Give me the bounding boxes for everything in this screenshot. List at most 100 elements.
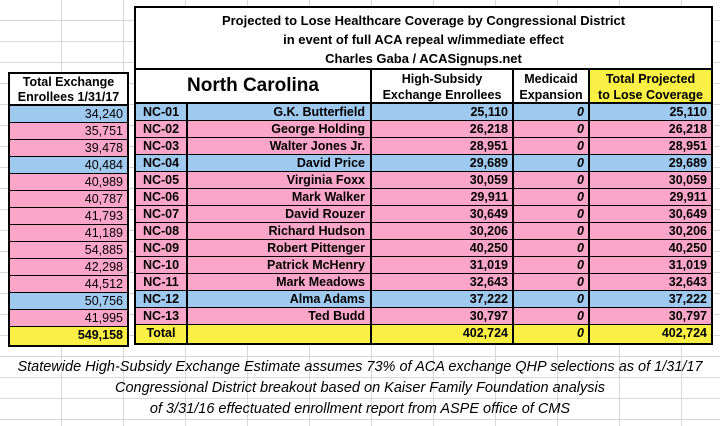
total-high-subsidy-cell: 402,724	[370, 325, 512, 343]
total-exchange-row: 41,793	[10, 208, 127, 225]
total-projected-cell: 30,797	[588, 308, 711, 324]
district-row: NC-12 Alma Adams 37,222 0 37,222	[136, 291, 711, 308]
district-cell: NC-07	[142, 207, 180, 221]
district-cell: NC-12	[142, 292, 180, 306]
district-cell: NC-01	[142, 105, 180, 119]
representative-name-cell: Virginia Foxx	[186, 172, 370, 188]
total-exchange-row: 41,189	[10, 225, 127, 242]
total-exchange-cell: 40,787	[84, 192, 123, 206]
total-exchange-enrollees-table: Total Exchange Enrollees 1/31/17 34,240 3…	[8, 72, 129, 347]
total-exchange-row: 34,240	[10, 106, 127, 123]
total-exchange-cell: 44,512	[84, 277, 123, 291]
representative-name-cell: Robert Pittenger	[186, 240, 370, 256]
main-table-rows: NC-01 G.K. Butterfield 25,110 0 25,110 NC-02 G…	[136, 104, 711, 325]
total-row-label: Total	[146, 326, 176, 340]
medicaid-expansion-cell: 0	[512, 257, 588, 273]
high-subsidy-header-line2: Exchange Enrollees	[382, 88, 502, 102]
medicaid-expansion-cell: 0	[512, 172, 588, 188]
high-subsidy-cell: 28,951	[370, 138, 512, 154]
total-projected-cell: 29,911	[588, 189, 711, 205]
representative-name-cell: Alma Adams	[186, 291, 370, 307]
high-subsidy-cell: 37,222	[370, 291, 512, 307]
district-cell: NC-05	[142, 173, 180, 187]
district-cell: NC-06	[142, 190, 180, 204]
left-table-header-line2: Enrollees 1/31/17	[17, 90, 120, 104]
district-cell: NC-04	[142, 156, 180, 170]
representative-name-cell: Mark Walker	[186, 189, 370, 205]
district-cell: NC-02	[142, 122, 180, 136]
total-projected-cell: 30,206	[588, 223, 711, 239]
district-row: NC-03 Walter Jones Jr. 28,951 0 28,951	[136, 138, 711, 155]
total-exchange-row: 41,995	[10, 310, 127, 327]
medicaid-expansion-cell: 0	[512, 104, 588, 120]
column-header-row: North Carolina High-Subsidy Exchange Enr…	[136, 70, 711, 104]
left-table-header: Total Exchange Enrollees 1/31/17	[10, 74, 127, 106]
district-cell: NC-08	[142, 224, 180, 238]
high-subsidy-cell: 30,206	[370, 223, 512, 239]
left-table-total-row: 549,158	[10, 327, 127, 345]
high-subsidy-cell: 31,019	[370, 257, 512, 273]
high-subsidy-cell: 30,797	[370, 308, 512, 324]
total-projected-cell: 30,649	[588, 206, 711, 222]
total-projected-header-line2: to Lose Coverage	[598, 88, 703, 102]
representative-name-cell: David Rouzer	[186, 206, 370, 222]
district-row: NC-05 Virginia Foxx 30,059 0 30,059	[136, 172, 711, 189]
medicaid-expansion-cell: 0	[512, 223, 588, 239]
total-projected-cell: 402,724	[588, 325, 711, 343]
table-title-line1: Projected to Lose Healthcare Coverage by…	[221, 13, 626, 28]
medicaid-expansion-cell: 0	[512, 189, 588, 205]
district-row: NC-11 Mark Meadows 32,643 0 32,643	[136, 274, 711, 291]
representative-name-cell: Walter Jones Jr.	[186, 138, 370, 154]
district-cell: NC-03	[142, 139, 180, 153]
medicaid-expansion-cell: 0	[512, 206, 588, 222]
total-exchange-row: 39,478	[10, 140, 127, 157]
medicaid-expansion-cell: 0	[512, 291, 588, 307]
medicaid-expansion-cell: 0	[512, 121, 588, 137]
representative-name-cell: David Price	[186, 155, 370, 171]
medicaid-expansion-cell: 0	[512, 155, 588, 171]
medicaid-expansion-cell: 0	[512, 138, 588, 154]
high-subsidy-cell: 26,218	[370, 121, 512, 137]
total-exchange-cell: 42,298	[84, 260, 123, 274]
total-projected-header-line1: Total Projected	[605, 72, 696, 86]
total-projected-cell: 25,110	[588, 104, 711, 120]
representative-name-cell: Mark Meadows	[186, 274, 370, 290]
total-projected-cell: 40,250	[588, 240, 711, 256]
district-cell: NC-13	[142, 309, 180, 323]
total-row-spacer	[186, 325, 370, 343]
total-exchange-cell: 54,885	[84, 243, 123, 257]
total-exchange-row: 40,484	[10, 157, 127, 174]
representative-name-cell: George Holding	[186, 121, 370, 137]
total-projected-cell: 32,643	[588, 274, 711, 290]
total-projected-cell: 31,019	[588, 257, 711, 273]
total-exchange-row: 50,756	[10, 293, 127, 310]
total-projected-cell: 28,951	[588, 138, 711, 154]
medicaid-column-header: Medicaid Expansion	[512, 70, 588, 102]
total-exchange-cell: 40,989	[84, 175, 123, 189]
footnote-line3: of 3/31/16 effectuated enrollment report…	[149, 401, 571, 417]
medicaid-expansion-cell: 0	[512, 308, 588, 324]
state-label: North Carolina	[187, 75, 319, 96]
district-row: NC-02 George Holding 26,218 0 26,218	[136, 121, 711, 138]
left-table-rows: 34,240 35,751 39,478 40,484 40,989 40,787 41,7…	[10, 106, 127, 327]
total-exchange-cell: 40,484	[84, 158, 123, 172]
total-projected-cell: 37,222	[588, 291, 711, 307]
high-subsidy-cell: 40,250	[370, 240, 512, 256]
representative-name-cell: Richard Hudson	[186, 223, 370, 239]
high-subsidy-column-header: High-Subsidy Exchange Enrollees	[370, 70, 512, 102]
total-exchange-row: 42,298	[10, 259, 127, 276]
total-exchange-cell: 34,240	[84, 107, 123, 121]
total-projected-cell: 29,689	[588, 155, 711, 171]
footnote-line2: Congressional District breakout based on…	[114, 380, 606, 396]
district-row: NC-13 Ted Budd 30,797 0 30,797	[136, 308, 711, 325]
total-projected-cell: 26,218	[588, 121, 711, 137]
total-exchange-row: 40,787	[10, 191, 127, 208]
table-title-line2: in event of full ACA repeal w/immediate …	[283, 32, 564, 47]
representative-name-cell: G.K. Butterfield	[186, 104, 370, 120]
total-medicaid-cell: 0	[512, 325, 588, 343]
total-exchange-cell: 41,793	[84, 209, 123, 223]
high-subsidy-cell: 29,689	[370, 155, 512, 171]
high-subsidy-cell: 25,110	[370, 104, 512, 120]
medicaid-expansion-cell: 0	[512, 240, 588, 256]
